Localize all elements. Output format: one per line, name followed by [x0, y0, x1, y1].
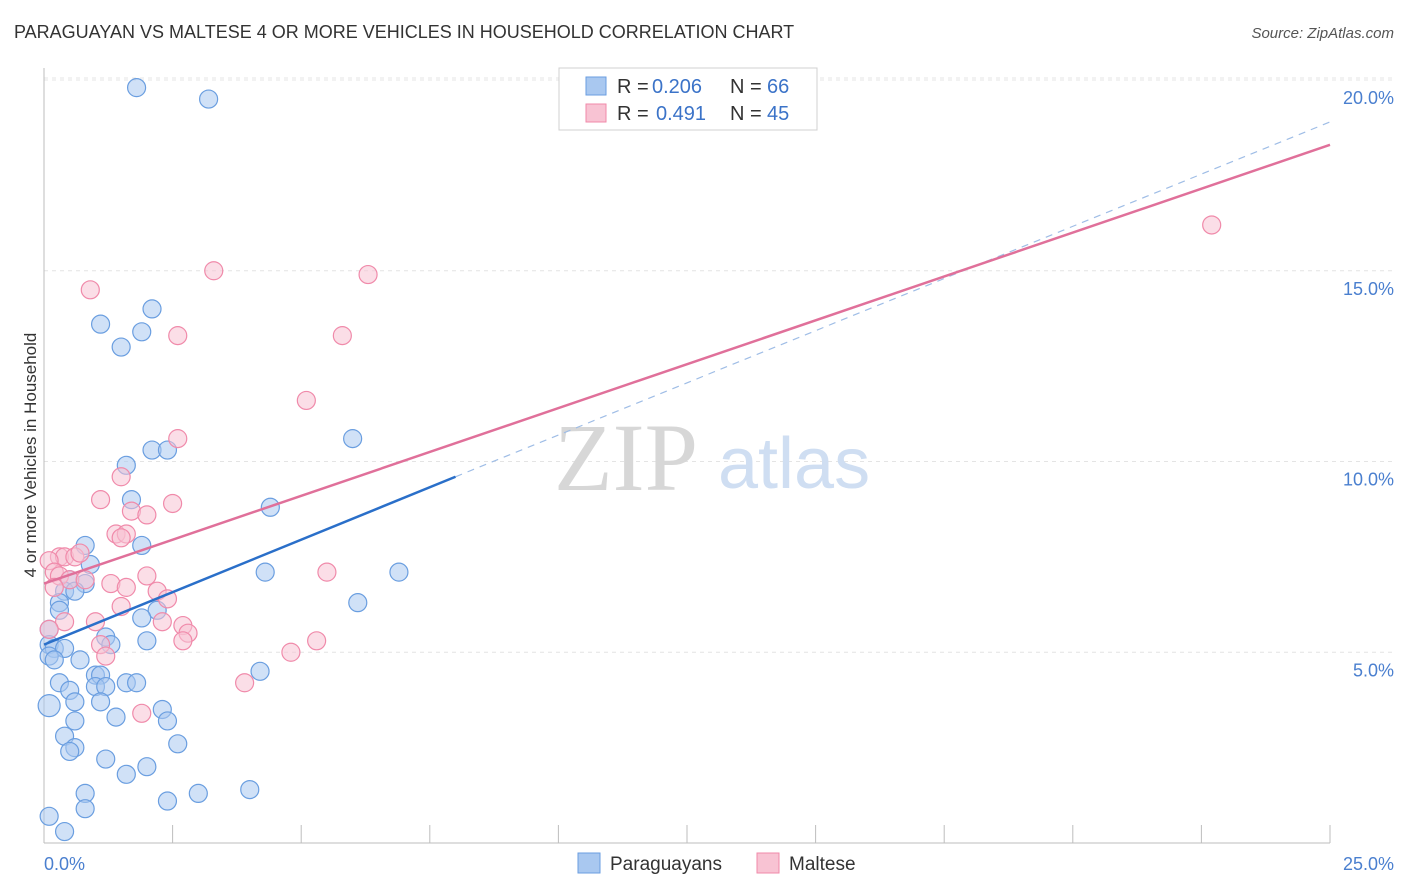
- point-paraguayans: [54, 821, 75, 842]
- series-maltese-points: [39, 215, 1222, 723]
- correlation-legend: R = 0.206 N = 66 R = 0.491 N = 45: [558, 67, 818, 131]
- point-paraguayans: [96, 749, 116, 769]
- watermark: ZIP atlas: [554, 404, 870, 511]
- point-maltese: [96, 646, 116, 666]
- point-maltese: [116, 577, 136, 597]
- point-maltese: [204, 261, 224, 281]
- y-tick-label: 15.0%: [1343, 279, 1394, 299]
- point-paraguayans: [106, 707, 126, 727]
- point-paraguayans: [132, 608, 152, 628]
- y-tick-label: 10.0%: [1343, 470, 1394, 490]
- bottom-legend-swatch-maltese: [756, 852, 780, 874]
- watermark-zip: ZIP: [554, 404, 698, 511]
- point-paraguayans: [111, 337, 131, 357]
- point-paraguayans: [126, 673, 147, 693]
- point-paraguayans: [255, 562, 275, 582]
- point-paraguayans: [137, 757, 157, 777]
- point-maltese: [111, 528, 131, 548]
- legend-n-label-maltese: N =: [730, 103, 762, 125]
- point-maltese: [111, 467, 131, 487]
- x-tick-max: 25.0%: [1343, 854, 1394, 874]
- legend-r-paraguayans: 0.206: [652, 76, 702, 98]
- point-paraguayans: [60, 741, 80, 762]
- trend-line-maltese: [43, 143, 1331, 585]
- legend-r-label-paraguayans: R =: [617, 76, 649, 98]
- point-maltese: [132, 703, 152, 723]
- bottom-legend-swatch-paraguayans: [577, 852, 601, 874]
- bottom-legend-label-maltese: Maltese: [789, 854, 856, 875]
- point-paraguayans: [65, 711, 85, 731]
- point-paraguayans: [389, 562, 409, 582]
- point-paraguayans: [65, 692, 85, 712]
- trend-extension-paraguayans: [455, 121, 1331, 478]
- point-maltese: [296, 390, 316, 411]
- series-legend: Paraguayans Maltese: [577, 852, 856, 875]
- point-maltese: [332, 326, 352, 346]
- point-maltese: [70, 543, 90, 563]
- point-maltese: [80, 280, 100, 300]
- chart-title: PARAGUAYAN VS MALTESE 4 OR MORE VEHICLES…: [14, 22, 794, 42]
- point-paraguayans: [240, 779, 260, 800]
- trend-lines: [43, 121, 1331, 646]
- point-paraguayans: [157, 711, 178, 731]
- point-paraguayans: [90, 692, 111, 712]
- bottom-legend-label-paraguayans: Paraguayans: [610, 854, 722, 875]
- point-paraguayans: [137, 631, 157, 651]
- point-paraguayans: [44, 650, 64, 670]
- point-paraguayans: [142, 299, 162, 319]
- point-paraguayans: [168, 734, 188, 754]
- point-maltese: [163, 493, 183, 514]
- point-maltese: [235, 673, 255, 693]
- point-paraguayans: [132, 322, 152, 342]
- legend-n-paraguayans: 66: [767, 76, 789, 98]
- point-paraguayans: [199, 89, 219, 109]
- point-maltese: [152, 612, 172, 632]
- point-maltese: [317, 562, 337, 582]
- point-paraguayans: [188, 783, 208, 804]
- point-paraguayans: [126, 78, 147, 98]
- point-paraguayans: [157, 791, 178, 811]
- legend-r-label-maltese: R =: [617, 103, 649, 125]
- chart-source: Source: ZipAtlas.com: [1251, 25, 1394, 42]
- point-maltese: [1202, 215, 1222, 235]
- legend-n-maltese: 45: [767, 103, 789, 125]
- point-paraguayans: [70, 650, 90, 670]
- y-tick-label: 5.0%: [1353, 660, 1394, 680]
- point-paraguayans: [116, 764, 136, 784]
- watermark-atlas: atlas: [718, 424, 870, 504]
- point-maltese: [307, 631, 327, 651]
- legend-r-maltese: 0.491: [656, 103, 706, 125]
- point-paraguayans: [37, 694, 61, 718]
- point-paraguayans: [250, 661, 270, 681]
- point-maltese: [173, 631, 193, 651]
- point-maltese: [90, 490, 111, 510]
- point-paraguayans: [343, 429, 363, 449]
- legend-n-label-paraguayans: N =: [730, 76, 762, 98]
- x-tick-min: 0.0%: [44, 854, 85, 874]
- point-maltese: [39, 619, 59, 639]
- y-tick-label: 20.0%: [1343, 88, 1394, 108]
- point-maltese: [358, 264, 378, 285]
- point-maltese: [168, 429, 188, 449]
- point-paraguayans: [90, 314, 111, 334]
- series-paraguayans-points: [37, 78, 409, 842]
- point-maltese: [54, 612, 75, 632]
- gridlines: [44, 77, 1394, 653]
- trend-line-paraguayans: [43, 475, 456, 646]
- y-axis-label: 4 or more Vehicles in Household: [21, 333, 40, 578]
- legend-swatch-maltese: [585, 103, 607, 123]
- point-paraguayans: [348, 593, 368, 613]
- point-maltese: [137, 505, 157, 525]
- point-maltese: [137, 566, 157, 586]
- point-maltese: [168, 326, 188, 346]
- point-maltese: [75, 570, 95, 590]
- point-paraguayans: [39, 806, 59, 826]
- legend-swatch-paraguayans: [585, 76, 607, 96]
- point-paraguayans: [75, 799, 95, 819]
- point-maltese: [281, 642, 301, 662]
- y-tick-labels: 5.0% 10.0% 15.0% 20.0%: [1343, 88, 1394, 680]
